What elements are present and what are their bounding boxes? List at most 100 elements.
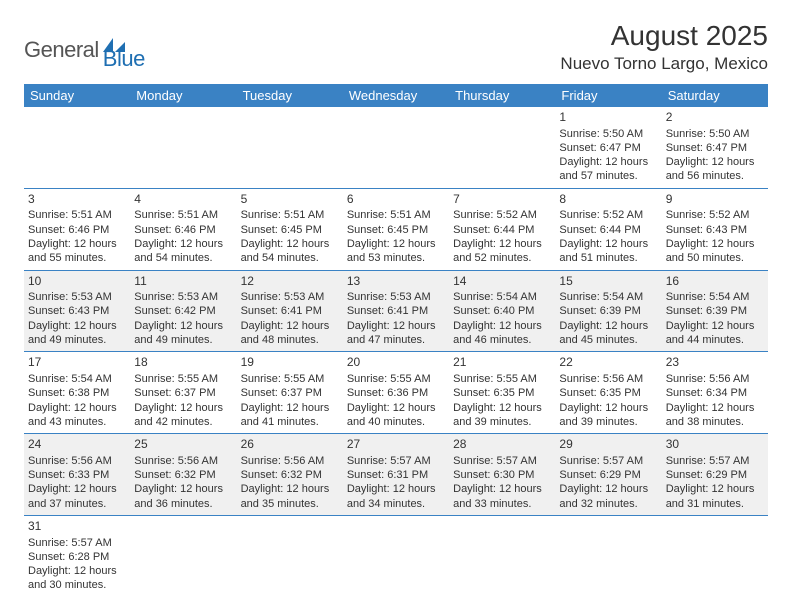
- daylight-text: Daylight: 12 hours and 30 minutes.: [28, 564, 126, 593]
- daylight-text: Daylight: 12 hours and 31 minutes.: [666, 482, 764, 511]
- daylight-text: Daylight: 12 hours and 39 minutes.: [453, 401, 551, 430]
- sunrise-text: Sunrise: 5:55 AM: [453, 372, 551, 386]
- day-number: 30: [666, 437, 764, 453]
- logo-text-blue: Blue: [103, 46, 145, 72]
- calendar-day-cell: 10Sunrise: 5:53 AMSunset: 6:43 PMDayligh…: [24, 270, 130, 352]
- day-number: 14: [453, 274, 551, 290]
- sunset-text: Sunset: 6:28 PM: [28, 550, 126, 564]
- daylight-text: Daylight: 12 hours and 48 minutes.: [241, 319, 339, 348]
- daylight-text: Daylight: 12 hours and 54 minutes.: [241, 237, 339, 266]
- sunset-text: Sunset: 6:45 PM: [241, 223, 339, 237]
- sunrise-text: Sunrise: 5:52 AM: [453, 208, 551, 222]
- header: General Blue August 2025 Nuevo Torno Lar…: [24, 20, 768, 74]
- sunrise-text: Sunrise: 5:51 AM: [28, 208, 126, 222]
- sunrise-text: Sunrise: 5:57 AM: [453, 454, 551, 468]
- day-number: 1: [559, 110, 657, 126]
- day-number: 19: [241, 355, 339, 371]
- sunset-text: Sunset: 6:31 PM: [347, 468, 445, 482]
- calendar-day-cell: 12Sunrise: 5:53 AMSunset: 6:41 PMDayligh…: [237, 270, 343, 352]
- sunset-text: Sunset: 6:33 PM: [28, 468, 126, 482]
- sunrise-text: Sunrise: 5:53 AM: [241, 290, 339, 304]
- day-number: 2: [666, 110, 764, 126]
- sunset-text: Sunset: 6:35 PM: [453, 386, 551, 400]
- sunset-text: Sunset: 6:39 PM: [666, 304, 764, 318]
- sunset-text: Sunset: 6:32 PM: [241, 468, 339, 482]
- day-number: 8: [559, 192, 657, 208]
- calendar-day-cell: 14Sunrise: 5:54 AMSunset: 6:40 PMDayligh…: [449, 270, 555, 352]
- calendar-day-cell: [449, 515, 555, 596]
- sunset-text: Sunset: 6:39 PM: [559, 304, 657, 318]
- daylight-text: Daylight: 12 hours and 41 minutes.: [241, 401, 339, 430]
- sunset-text: Sunset: 6:42 PM: [134, 304, 232, 318]
- calendar-day-cell: 16Sunrise: 5:54 AMSunset: 6:39 PMDayligh…: [662, 270, 768, 352]
- sunset-text: Sunset: 6:35 PM: [559, 386, 657, 400]
- daylight-text: Daylight: 12 hours and 53 minutes.: [347, 237, 445, 266]
- calendar-day-cell: 17Sunrise: 5:54 AMSunset: 6:38 PMDayligh…: [24, 352, 130, 434]
- sunrise-text: Sunrise: 5:55 AM: [347, 372, 445, 386]
- sunrise-text: Sunrise: 5:56 AM: [28, 454, 126, 468]
- day-number: 7: [453, 192, 551, 208]
- day-number: 10: [28, 274, 126, 290]
- daylight-text: Daylight: 12 hours and 46 minutes.: [453, 319, 551, 348]
- calendar-day-cell: 19Sunrise: 5:55 AMSunset: 6:37 PMDayligh…: [237, 352, 343, 434]
- sunset-text: Sunset: 6:41 PM: [241, 304, 339, 318]
- daylight-text: Daylight: 12 hours and 37 minutes.: [28, 482, 126, 511]
- logo-text-general: General: [24, 37, 99, 63]
- daylight-text: Daylight: 12 hours and 43 minutes.: [28, 401, 126, 430]
- calendar-body: 1Sunrise: 5:50 AMSunset: 6:47 PMDaylight…: [24, 107, 768, 597]
- sunset-text: Sunset: 6:34 PM: [666, 386, 764, 400]
- sunrise-text: Sunrise: 5:53 AM: [28, 290, 126, 304]
- calendar-day-cell: [343, 107, 449, 188]
- day-number: 6: [347, 192, 445, 208]
- day-number: 23: [666, 355, 764, 371]
- daylight-text: Daylight: 12 hours and 44 minutes.: [666, 319, 764, 348]
- calendar-day-cell: [237, 107, 343, 188]
- day-number: 13: [347, 274, 445, 290]
- calendar-day-cell: 8Sunrise: 5:52 AMSunset: 6:44 PMDaylight…: [555, 188, 661, 270]
- calendar-day-cell: 23Sunrise: 5:56 AMSunset: 6:34 PMDayligh…: [662, 352, 768, 434]
- day-number: 31: [28, 519, 126, 535]
- calendar-day-cell: [24, 107, 130, 188]
- day-number: 22: [559, 355, 657, 371]
- sunset-text: Sunset: 6:45 PM: [347, 223, 445, 237]
- sunset-text: Sunset: 6:43 PM: [28, 304, 126, 318]
- sunset-text: Sunset: 6:40 PM: [453, 304, 551, 318]
- page-title: August 2025: [560, 20, 768, 52]
- daylight-text: Daylight: 12 hours and 50 minutes.: [666, 237, 764, 266]
- daylight-text: Daylight: 12 hours and 49 minutes.: [28, 319, 126, 348]
- calendar-day-cell: 29Sunrise: 5:57 AMSunset: 6:29 PMDayligh…: [555, 434, 661, 516]
- sunset-text: Sunset: 6:37 PM: [134, 386, 232, 400]
- calendar-day-cell: 28Sunrise: 5:57 AMSunset: 6:30 PMDayligh…: [449, 434, 555, 516]
- sunset-text: Sunset: 6:38 PM: [28, 386, 126, 400]
- daylight-text: Daylight: 12 hours and 35 minutes.: [241, 482, 339, 511]
- sunrise-text: Sunrise: 5:56 AM: [134, 454, 232, 468]
- day-number: 17: [28, 355, 126, 371]
- logo: General Blue: [24, 28, 145, 72]
- sunset-text: Sunset: 6:29 PM: [666, 468, 764, 482]
- sunrise-text: Sunrise: 5:57 AM: [666, 454, 764, 468]
- calendar-day-cell: 1Sunrise: 5:50 AMSunset: 6:47 PMDaylight…: [555, 107, 661, 188]
- calendar-day-cell: [130, 515, 236, 596]
- calendar-day-cell: 20Sunrise: 5:55 AMSunset: 6:36 PMDayligh…: [343, 352, 449, 434]
- day-number: 28: [453, 437, 551, 453]
- calendar-day-cell: [555, 515, 661, 596]
- day-number: 5: [241, 192, 339, 208]
- sunrise-text: Sunrise: 5:54 AM: [666, 290, 764, 304]
- sunrise-text: Sunrise: 5:51 AM: [241, 208, 339, 222]
- calendar-day-cell: 24Sunrise: 5:56 AMSunset: 6:33 PMDayligh…: [24, 434, 130, 516]
- sunrise-text: Sunrise: 5:56 AM: [666, 372, 764, 386]
- sunrise-text: Sunrise: 5:57 AM: [347, 454, 445, 468]
- calendar-day-cell: [237, 515, 343, 596]
- sunset-text: Sunset: 6:36 PM: [347, 386, 445, 400]
- day-number: 27: [347, 437, 445, 453]
- daylight-text: Daylight: 12 hours and 45 minutes.: [559, 319, 657, 348]
- calendar-day-cell: 26Sunrise: 5:56 AMSunset: 6:32 PMDayligh…: [237, 434, 343, 516]
- sunset-text: Sunset: 6:30 PM: [453, 468, 551, 482]
- sunset-text: Sunset: 6:32 PM: [134, 468, 232, 482]
- location: Nuevo Torno Largo, Mexico: [560, 54, 768, 74]
- sunset-text: Sunset: 6:44 PM: [453, 223, 551, 237]
- calendar-day-cell: 18Sunrise: 5:55 AMSunset: 6:37 PMDayligh…: [130, 352, 236, 434]
- sunrise-text: Sunrise: 5:55 AM: [134, 372, 232, 386]
- sunset-text: Sunset: 6:41 PM: [347, 304, 445, 318]
- day-number: 18: [134, 355, 232, 371]
